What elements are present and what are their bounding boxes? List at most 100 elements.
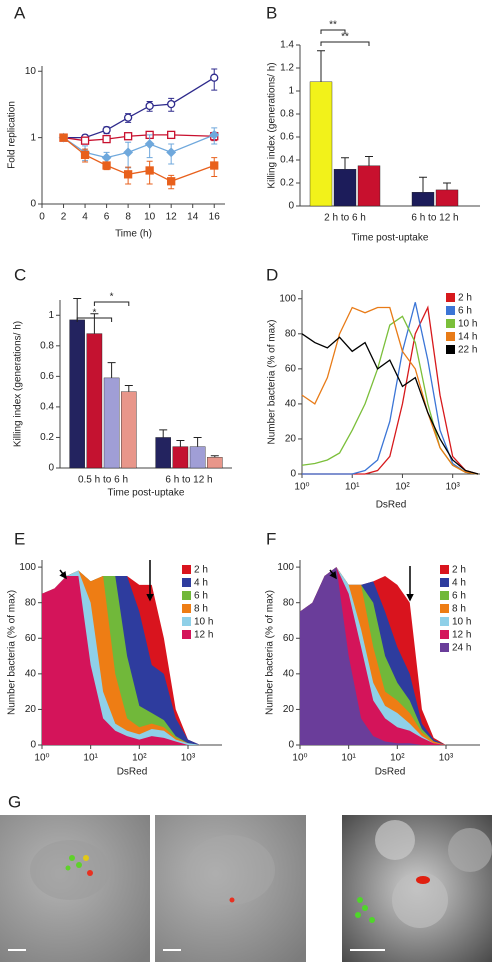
legend-label: 4 h <box>452 578 466 589</box>
bacterium <box>355 912 361 918</box>
y-tick-label: 0.6 <box>40 371 54 382</box>
x-tick-label: 0.5 h to 6 h <box>78 475 128 486</box>
error-bar <box>443 182 451 190</box>
legend-swatch <box>440 565 449 574</box>
legend-swatch <box>182 604 191 613</box>
marker <box>123 113 133 122</box>
significance-bracket <box>76 317 113 322</box>
panel: B Time post-uptake Killing index (generati… <box>266 3 480 244</box>
legend-swatch <box>446 345 455 354</box>
y-tick-label: 1 <box>48 310 54 321</box>
y-tick-label: 100 <box>279 293 296 304</box>
y-tick-label: 0 <box>30 740 36 751</box>
panel-letter: G <box>8 792 21 811</box>
x-axis-label: DsRed <box>117 767 148 778</box>
y-tick-label: 60 <box>25 633 37 644</box>
legend-label: 12 h <box>452 630 471 641</box>
legend-swatch <box>440 578 449 587</box>
bacterium <box>87 870 93 876</box>
y-tick-label: 60 <box>283 633 295 644</box>
significance-label: * <box>92 308 96 319</box>
x-tick-label: 10⁰ <box>292 753 307 764</box>
series-area <box>42 576 213 745</box>
x-tick-label: 8 <box>125 212 131 223</box>
bacterium <box>76 862 82 868</box>
cell <box>30 840 110 900</box>
bacterium <box>362 905 368 911</box>
x-axis-label: DsRed <box>376 500 407 511</box>
legend-label: 14 h <box>458 332 477 343</box>
cell <box>448 828 492 872</box>
marker <box>145 166 154 175</box>
error-bar <box>193 436 202 447</box>
legend-label: 8 h <box>194 604 208 615</box>
legend-label: 4 h <box>194 578 208 589</box>
x-tick-label: 6 h to 12 h <box>411 213 458 224</box>
y-tick-label: 0 <box>48 463 54 474</box>
y-tick-label: 1 <box>30 132 36 143</box>
y-tick-label: 100 <box>277 562 294 573</box>
x-tick-label: 10³ <box>439 753 454 764</box>
legend-label: 2 h <box>458 293 472 304</box>
marker <box>167 177 176 186</box>
marker <box>167 99 176 109</box>
marker <box>101 152 112 163</box>
panel: E DsRed Number bacteria (% of max) 0 20 40 60 8… <box>7 529 222 778</box>
marker <box>59 133 68 142</box>
y-tick-label: 0.6 <box>280 132 294 143</box>
bacterium <box>83 855 89 861</box>
error-bar <box>365 156 373 166</box>
x-tick-label: 4 <box>82 212 88 223</box>
y-axis-label: Fold replication <box>7 101 18 169</box>
arrow <box>59 569 67 580</box>
panel: C Time post-uptake Killing index (generati… <box>13 265 232 499</box>
x-tick-label: 10¹ <box>345 482 360 493</box>
y-tick-label: 40 <box>283 668 295 679</box>
error-bar <box>90 313 99 334</box>
series-area <box>300 567 471 745</box>
marker <box>102 161 111 170</box>
legend-swatch <box>182 617 191 626</box>
bar <box>309 81 333 207</box>
x-tick-label: 10³ <box>445 482 460 493</box>
marker <box>166 147 177 158</box>
legend-swatch <box>440 617 449 626</box>
y-tick-label: 0.8 <box>40 340 54 351</box>
y-tick-label: 80 <box>25 597 37 608</box>
x-tick-label: 10¹ <box>341 753 356 764</box>
series-line <box>301 306 479 475</box>
marker <box>167 130 176 140</box>
marker <box>123 170 133 179</box>
legend-swatch <box>440 630 449 639</box>
panel-letter: E <box>14 529 25 548</box>
significance-bracket <box>320 41 370 46</box>
x-tick-label: 10² <box>395 482 410 493</box>
legend-swatch <box>446 319 455 328</box>
legend-swatch <box>440 591 449 600</box>
cell <box>185 835 275 905</box>
y-tick-label: 0 <box>288 740 294 751</box>
error-bar <box>107 362 116 378</box>
y-tick-label: 0.4 <box>40 402 54 413</box>
x-tick-label: 6 h to 12 h <box>165 475 212 486</box>
legend-swatch <box>182 630 191 639</box>
cell <box>375 820 415 860</box>
y-tick-label: 40 <box>25 668 37 679</box>
y-tick-label: 40 <box>285 399 297 410</box>
y-tick-label: 100 <box>19 562 36 573</box>
legend-label: 22 h <box>458 345 477 356</box>
x-tick-label: 0 <box>39 212 45 223</box>
y-tick-label: 0.4 <box>280 155 294 166</box>
panel-letter: F <box>266 529 276 548</box>
bacterium <box>416 876 430 884</box>
legend-swatch <box>446 332 455 341</box>
significance-label: ** <box>329 20 337 31</box>
legend-label: 10 h <box>194 617 213 628</box>
panel: A Time (h) Fold replication 0 1 10 0 2 4 6 8 10 12 14… <box>7 3 225 240</box>
y-tick-label: 0 <box>288 201 294 212</box>
legend-label: 12 h <box>194 630 213 641</box>
marker <box>102 125 111 135</box>
legend-swatch <box>182 565 191 574</box>
x-tick-label: 10 <box>144 212 156 223</box>
bar <box>120 391 137 469</box>
